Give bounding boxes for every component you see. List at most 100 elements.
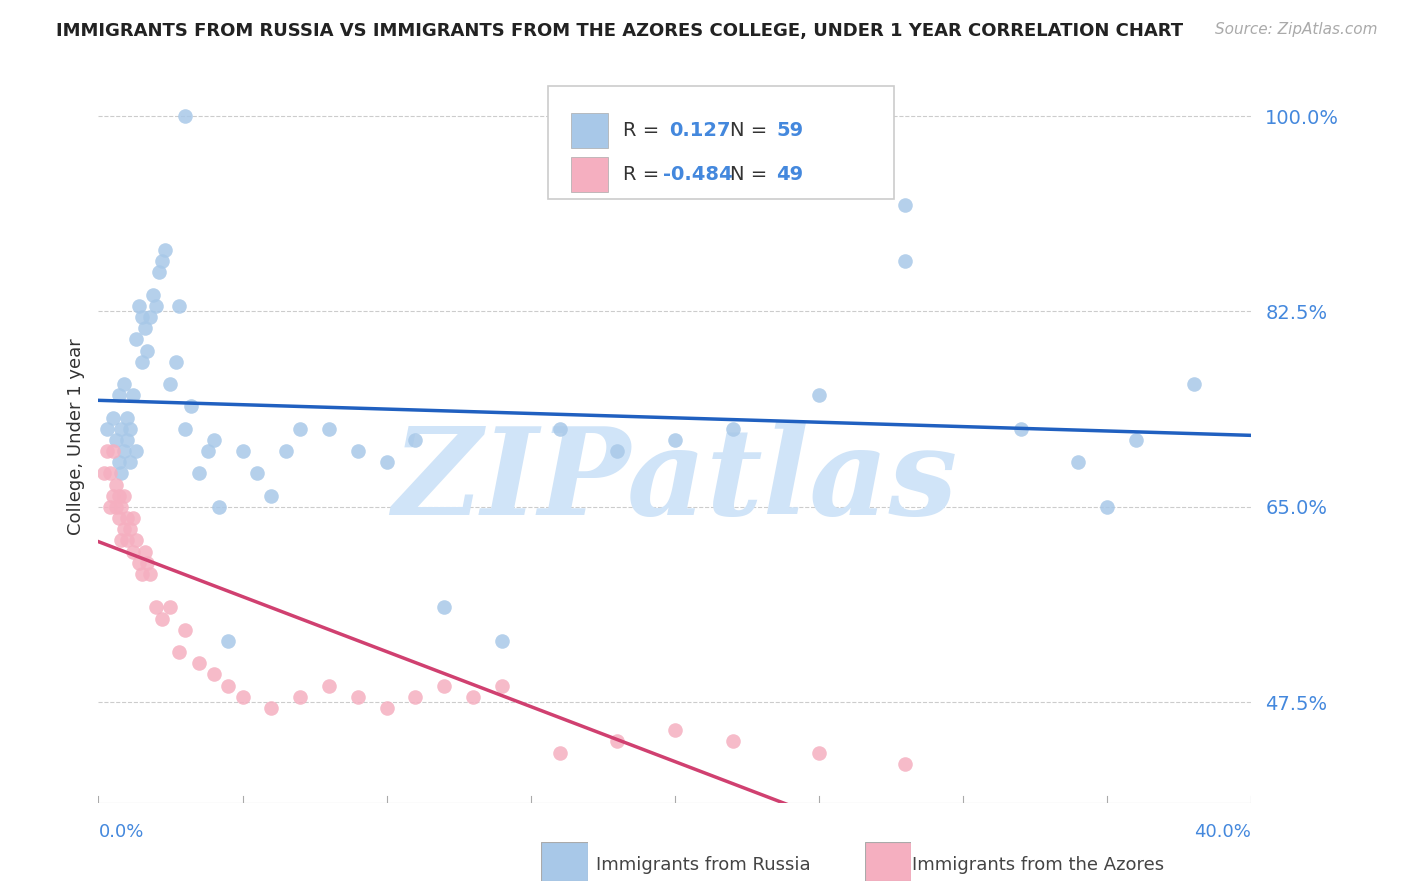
Point bbox=[110, 533, 132, 548]
Point bbox=[112, 522, 135, 536]
Point bbox=[197, 444, 219, 458]
Text: ZIPatlas: ZIPatlas bbox=[392, 422, 957, 541]
Point bbox=[120, 522, 142, 536]
Point bbox=[894, 198, 917, 212]
Point bbox=[112, 444, 135, 458]
Point bbox=[136, 343, 159, 358]
Point bbox=[808, 746, 831, 760]
Point bbox=[1067, 455, 1090, 469]
Point bbox=[165, 354, 187, 368]
Point bbox=[125, 533, 148, 548]
Point bbox=[107, 388, 129, 402]
Point bbox=[117, 433, 139, 447]
Point bbox=[405, 433, 427, 447]
Point bbox=[150, 254, 173, 268]
Point bbox=[318, 422, 340, 436]
Point bbox=[274, 444, 297, 458]
Point bbox=[1097, 500, 1119, 514]
Point bbox=[150, 611, 173, 625]
Point bbox=[188, 657, 211, 671]
Point bbox=[107, 489, 129, 503]
Point bbox=[110, 500, 132, 514]
FancyBboxPatch shape bbox=[548, 86, 894, 200]
Point bbox=[180, 400, 202, 414]
Point bbox=[894, 756, 917, 771]
Text: R =: R = bbox=[623, 121, 665, 140]
Text: IMMIGRANTS FROM RUSSIA VS IMMIGRANTS FROM THE AZORES COLLEGE, UNDER 1 YEAR CORRE: IMMIGRANTS FROM RUSSIA VS IMMIGRANTS FRO… bbox=[56, 22, 1184, 40]
Point bbox=[153, 243, 176, 257]
Point bbox=[260, 489, 283, 503]
Point bbox=[405, 690, 427, 704]
Point bbox=[1182, 377, 1205, 392]
Point bbox=[808, 388, 831, 402]
Text: 59: 59 bbox=[776, 121, 803, 140]
Point bbox=[134, 544, 156, 558]
Point bbox=[246, 467, 269, 481]
Point bbox=[122, 511, 145, 525]
Point bbox=[96, 422, 118, 436]
Point bbox=[433, 679, 456, 693]
Point bbox=[433, 600, 456, 615]
Point bbox=[107, 511, 129, 525]
Point bbox=[290, 690, 312, 704]
Point bbox=[167, 299, 190, 313]
Point bbox=[174, 623, 197, 637]
Point bbox=[110, 422, 132, 436]
Point bbox=[461, 690, 484, 704]
Point bbox=[117, 533, 139, 548]
Point bbox=[117, 511, 139, 525]
Point bbox=[548, 746, 571, 760]
Point bbox=[120, 422, 142, 436]
Point bbox=[208, 500, 231, 514]
Point bbox=[721, 734, 744, 748]
Point bbox=[112, 377, 135, 392]
Point bbox=[145, 600, 167, 615]
Text: 40.0%: 40.0% bbox=[1195, 823, 1251, 841]
Point bbox=[159, 377, 181, 392]
Point bbox=[125, 332, 148, 346]
Point bbox=[290, 422, 312, 436]
Text: 0.0%: 0.0% bbox=[98, 823, 143, 841]
Point bbox=[93, 467, 115, 481]
Point bbox=[101, 444, 124, 458]
Point bbox=[346, 444, 368, 458]
Point bbox=[131, 566, 153, 581]
Point bbox=[548, 422, 571, 436]
Point bbox=[96, 444, 118, 458]
Text: Source: ZipAtlas.com: Source: ZipAtlas.com bbox=[1215, 22, 1378, 37]
Point bbox=[145, 299, 167, 313]
Point bbox=[217, 633, 239, 648]
Point bbox=[664, 723, 686, 738]
Point bbox=[122, 544, 145, 558]
Text: N =: N = bbox=[730, 165, 773, 184]
Point bbox=[98, 500, 121, 514]
Point bbox=[101, 410, 124, 425]
Point bbox=[110, 467, 132, 481]
Point bbox=[104, 433, 127, 447]
Point bbox=[375, 701, 398, 715]
Point bbox=[104, 477, 127, 491]
Point bbox=[346, 690, 368, 704]
Point bbox=[721, 422, 744, 436]
Text: Immigrants from Russia: Immigrants from Russia bbox=[596, 856, 811, 874]
Point bbox=[606, 734, 628, 748]
Point bbox=[122, 388, 145, 402]
FancyBboxPatch shape bbox=[571, 113, 607, 148]
Y-axis label: College, Under 1 year: College, Under 1 year bbox=[66, 339, 84, 535]
Point bbox=[136, 556, 159, 570]
Point bbox=[148, 265, 170, 279]
Point bbox=[131, 310, 153, 324]
Point bbox=[260, 701, 283, 715]
Point bbox=[1010, 422, 1032, 436]
Point bbox=[188, 467, 211, 481]
Point bbox=[101, 489, 124, 503]
Point bbox=[142, 287, 165, 301]
Point bbox=[375, 455, 398, 469]
Point bbox=[117, 410, 139, 425]
Text: Immigrants from the Azores: Immigrants from the Azores bbox=[912, 856, 1164, 874]
Point bbox=[174, 109, 197, 123]
Point bbox=[231, 690, 254, 704]
Point bbox=[139, 566, 162, 581]
Point bbox=[128, 556, 150, 570]
Point bbox=[318, 679, 340, 693]
